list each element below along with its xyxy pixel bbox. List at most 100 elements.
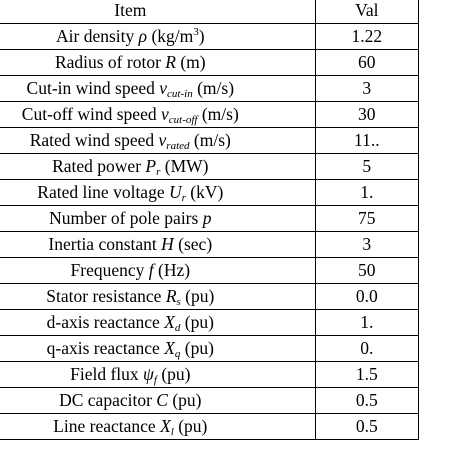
table-row: DC capacitor C (pu) 0.5 (0, 387, 420, 414)
parameter-symbol: C (156, 390, 168, 410)
parameter-value: 3 (314, 75, 420, 102)
unit-text: (kV) (185, 182, 224, 202)
parameter-name: q-axis reactance Xq (pu) (0, 335, 316, 362)
label-text: Cut-off wind speed (21, 104, 161, 124)
unit-text: (pu) (180, 312, 214, 332)
label-text: Cut-in wind speed (26, 78, 160, 98)
parameter-value: 0. (314, 335, 420, 362)
parameter-value: 0.5 (314, 413, 420, 440)
parameter-symbol: X (164, 338, 175, 358)
unit-text: (sec) (173, 234, 213, 254)
table-row: Frequency f (Hz) 50 (0, 257, 420, 284)
parameter-symbol: v (158, 130, 167, 150)
parameter-symbol: ρ (138, 26, 148, 46)
table-row: d-axis reactance Xd (pu) 1. (0, 309, 420, 336)
unit-text: (m) (175, 52, 206, 72)
label-text: d-axis reactance (46, 312, 165, 332)
label-text: Rated power (52, 156, 146, 176)
unit-text: (pu) (180, 286, 215, 306)
parameter-symbol: X (164, 312, 175, 332)
parameter-symbol: v (160, 104, 169, 124)
parameter-subscript: rated (166, 140, 190, 152)
unit-end: ) (198, 26, 205, 46)
parameter-name: Stator resistance Rs (pu) (0, 283, 316, 310)
parameter-symbol: R (165, 52, 176, 72)
table-row: Field flux ψf (pu) 1.5 (0, 361, 420, 388)
parameter-symbol: P (145, 156, 157, 176)
parameter-name: DC capacitor C (pu) (0, 387, 316, 414)
parameter-name: Rated wind speed vrated (m/s) (0, 127, 316, 154)
parameter-value: 3 (314, 231, 420, 258)
table-row: Cut-in wind speed vcut-in (m/s) 3 (0, 75, 420, 102)
table-row: Line reactance Xl (pu) 0.5 (0, 413, 420, 440)
parameter-symbol: H (161, 234, 174, 254)
parameter-symbol: ψ (143, 364, 154, 384)
unit-text: (m/s) (192, 78, 235, 98)
unit-text: (MW) (160, 156, 209, 176)
parameter-value: 1. (314, 179, 420, 206)
parameter-table: Item Val Air density ρ (kg/m3) 1.22 Radius… (0, 0, 420, 440)
label-text: Field flux (70, 364, 144, 384)
parameter-value: 1.22 (314, 23, 420, 50)
parameter-subscript: r (156, 166, 161, 178)
parameter-value: 11.. (314, 127, 420, 154)
parameter-value: 5 (314, 153, 420, 180)
parameter-subscript: cut-off (168, 114, 198, 126)
parameter-value: 60 (314, 49, 420, 76)
header-item: Item (0, 0, 316, 24)
label-text: Rated wind speed (29, 130, 159, 150)
parameter-value: 30 (314, 101, 420, 128)
parameter-subscript: q (174, 348, 181, 360)
parameter-symbol: X (160, 416, 171, 436)
label-text: Frequency (70, 260, 149, 280)
parameter-subscript: r (181, 192, 186, 204)
table-row: Cut-off wind speed vcut-off (m/s) 30 (0, 101, 420, 128)
unit-text: (pu) (156, 364, 191, 384)
unit-text: (pu) (167, 390, 202, 410)
parameter-name: Rated power Pr (MW) (0, 153, 316, 180)
parameter-symbol: p (202, 208, 212, 228)
table-row: Rated wind speed vrated (m/s) 11.. (0, 127, 420, 154)
parameter-name: Line reactance Xl (pu) (0, 413, 316, 440)
unit-superscript: 3 (193, 26, 199, 38)
parameter-name: Cut-in wind speed vcut-in (m/s) (0, 75, 316, 102)
table-row: Air density ρ (kg/m3) 1.22 (0, 23, 420, 50)
parameter-name: Radius of rotor R (m) (0, 49, 316, 76)
parameter-subscript: l (170, 426, 174, 438)
parameter-name: d-axis reactance Xd (pu) (0, 309, 316, 336)
table-row: Radius of rotor R (m) 60 (0, 49, 420, 76)
label-text: Inertia constant (48, 234, 162, 254)
header-value: Val (314, 0, 420, 24)
parameter-subscript: cut-in (167, 88, 193, 100)
label-text: Line reactance (53, 416, 161, 436)
parameter-value: 75 (314, 205, 420, 232)
unit-text: (m/s) (197, 104, 239, 124)
parameter-subscript: d (174, 322, 181, 334)
label-text: Rated line voltage (37, 182, 169, 202)
parameter-name: Frequency f (Hz) (0, 257, 316, 284)
table-row: Stator resistance Rs (pu) 0.0 (0, 283, 420, 310)
table-row: Rated power Pr (MW) 5 (0, 153, 420, 180)
parameter-name: Cut-off wind speed vcut-off (m/s) (0, 101, 316, 128)
parameter-value: 1.5 (314, 361, 420, 388)
parameter-subscript: f (153, 374, 157, 386)
parameter-value: 0.5 (314, 387, 420, 414)
table-header-row: Item Val (0, 0, 420, 24)
parameter-name: Number of pole pairs p (0, 205, 316, 232)
parameter-value: 0.0 (314, 283, 420, 310)
label-text: Radius of rotor (54, 52, 166, 72)
table-row: q-axis reactance Xq (pu) 0. (0, 335, 420, 362)
parameter-name: Air density ρ (kg/m3) (0, 23, 316, 50)
parameter-symbol: f (148, 260, 154, 280)
parameter-value: 1. (314, 309, 420, 336)
label-text: Number of pole pairs (49, 208, 203, 228)
parameter-subscript: s (176, 296, 181, 308)
unit-text: (pu) (173, 416, 208, 436)
parameter-symbol: v (159, 78, 168, 98)
parameter-value: 50 (314, 257, 420, 284)
label-text: Air density (56, 26, 139, 46)
table-row: Inertia constant H (sec) 3 (0, 231, 420, 258)
table-row: Rated line voltage Ur (kV) 1. (0, 179, 420, 206)
parameter-name: Inertia constant H (sec) (0, 231, 316, 258)
unit-text: (pu) (180, 338, 214, 358)
